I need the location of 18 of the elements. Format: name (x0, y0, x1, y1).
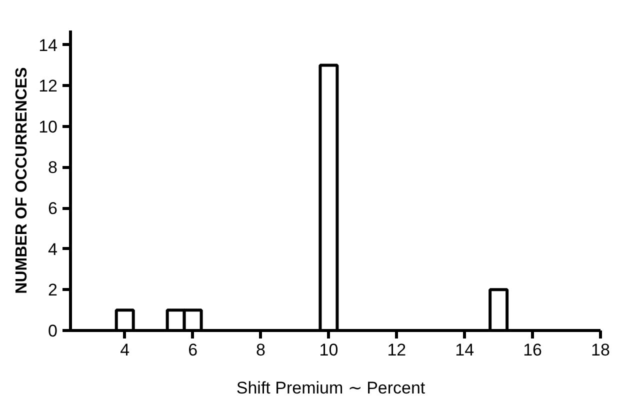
x-tick-label: 16 (523, 340, 542, 360)
y-tick-label: 10 (38, 117, 58, 136)
y-tick-label: 6 (48, 199, 58, 218)
x-tick-label: 14 (455, 340, 474, 360)
y-tick-label: 4 (48, 240, 58, 259)
x-tick-label: 4 (120, 340, 130, 360)
y-tick-label: 0 (48, 322, 58, 340)
y-tick-label: 12 (38, 76, 58, 96)
x-tick-label: 12 (387, 340, 406, 360)
x-tick-label: 18 (591, 340, 610, 360)
y-tick-label: 14 (38, 36, 58, 55)
y-tick-label: 2 (48, 280, 58, 300)
x-tick-label: 6 (188, 340, 198, 360)
y-axis-title: NUMBER OF OCCURRENCES (14, 66, 31, 294)
x-axis-title: Shift Premium ∼ Percent (236, 378, 426, 398)
y-tick-label: 8 (48, 158, 58, 178)
x-tick-label: 10 (319, 340, 338, 360)
x-tick-label: 8 (256, 340, 266, 360)
